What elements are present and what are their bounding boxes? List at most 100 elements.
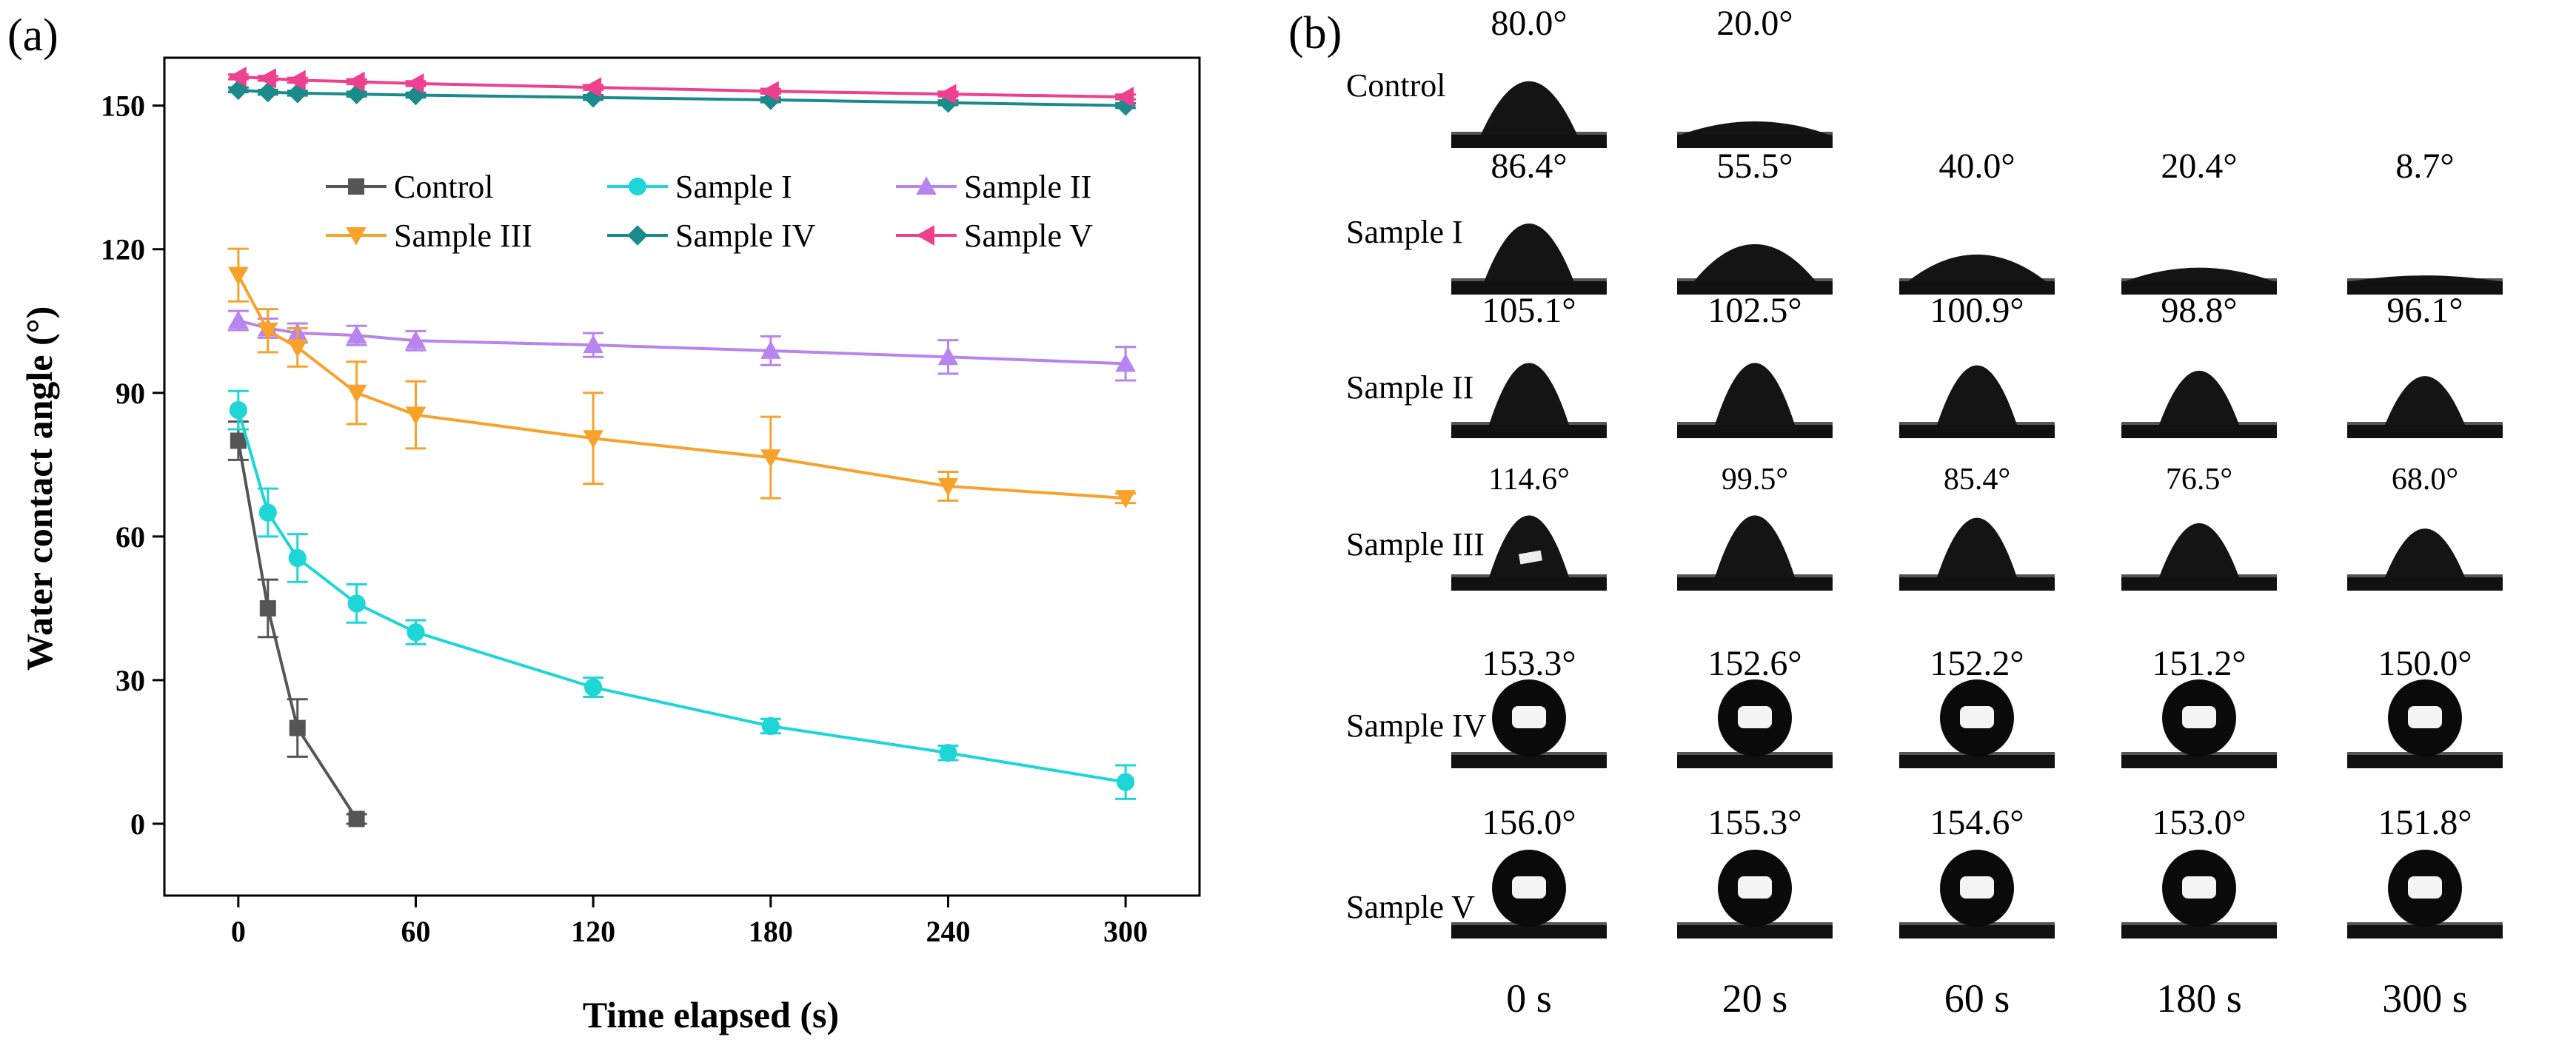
droplet-photo	[1677, 204, 1833, 300]
data-point	[1115, 490, 1136, 508]
data-point	[258, 68, 276, 89]
droplet-photo	[2121, 348, 2277, 444]
panel-b-label: (b)	[1288, 8, 1342, 58]
x-tick-label: 300	[1103, 915, 1148, 948]
data-point	[259, 600, 276, 617]
data-point	[583, 87, 603, 108]
data-point	[229, 400, 247, 420]
y-tick-label: 90	[116, 377, 145, 410]
data-point	[761, 716, 780, 736]
angle-label: 102.5°	[1707, 291, 1802, 330]
angle-label: 154.6°	[1930, 803, 2024, 842]
droplet-photo	[2121, 842, 2277, 938]
y-tick-label: 150	[101, 90, 145, 123]
data-point	[937, 477, 959, 497]
droplet-photo	[1677, 842, 1833, 938]
series-line	[238, 88, 1126, 107]
data-point	[258, 81, 278, 103]
data-point	[939, 744, 957, 762]
angle-label: 20.0°	[1716, 4, 1793, 43]
data-point	[230, 432, 247, 449]
row-label: Sample II	[1346, 369, 1474, 406]
x-tick-label: 0	[231, 915, 246, 948]
legend-marker	[916, 176, 937, 195]
time-label: 60 s	[1944, 976, 2010, 1021]
legend-entry: Sample IV	[675, 218, 816, 254]
droplet-photo	[1899, 672, 2055, 768]
angle-label: 153.0°	[2152, 803, 2247, 842]
droplet-photo	[1899, 348, 2055, 444]
legend-entry: Sample V	[964, 218, 1093, 254]
droplet-photo-panel: (b) Control 80.0° 20.0° Sample I 86.4° 55.5° 4…	[1288, 0, 2576, 1051]
row-label: Sample V	[1346, 889, 1475, 925]
angle-label: 8.7°	[2395, 147, 2455, 186]
angle-label: 55.5°	[1716, 147, 1793, 186]
data-point	[760, 340, 781, 359]
x-tick-label: 180	[749, 915, 793, 948]
legend-marker	[916, 225, 934, 246]
legend-entry: Control	[394, 169, 493, 205]
row-label: Sample I	[1346, 214, 1463, 250]
data-point	[228, 266, 249, 286]
droplet-photo	[2347, 672, 2503, 768]
series-line	[236, 409, 1126, 784]
data-point	[1117, 773, 1135, 791]
data-point	[346, 384, 367, 403]
data-point	[584, 678, 603, 696]
legend-entry: Sample II	[964, 169, 1091, 205]
droplet-photo	[2347, 348, 2503, 444]
angle-label: 99.5°	[1721, 463, 1789, 497]
droplet-photo	[1899, 842, 2055, 938]
droplet-photo	[1451, 672, 1607, 768]
droplet-photo	[2347, 204, 2503, 300]
angle-label: 114.6°	[1488, 463, 1570, 497]
angle-label: 68.0°	[2391, 463, 2459, 497]
angle-label: 156.0°	[1482, 803, 1576, 842]
data-point	[405, 330, 426, 349]
data-point	[258, 322, 278, 341]
droplet-photo	[1899, 204, 2055, 300]
time-label: 180 s	[2156, 976, 2242, 1021]
time-label: 0 s	[1506, 976, 1552, 1021]
data-point	[228, 310, 249, 329]
data-point	[760, 81, 779, 102]
droplet-photo	[2121, 672, 2277, 768]
angle-label: 40.0°	[1938, 147, 2015, 186]
droplet-photo	[1677, 348, 1833, 444]
y-axis-title: Water contact angle (°)	[19, 306, 60, 671]
droplet-photo	[1677, 500, 1833, 597]
angle-label: 155.3°	[1707, 803, 1802, 842]
angle-label: 20.4°	[2161, 147, 2238, 186]
angle-label: 86.4°	[1491, 147, 1568, 186]
legend-entry: Sample III	[394, 218, 532, 254]
data-point	[287, 70, 306, 91]
droplet-photo	[2347, 500, 2503, 597]
data-point	[937, 346, 959, 366]
data-point	[583, 430, 603, 449]
data-point	[583, 335, 603, 354]
data-point	[405, 84, 426, 106]
data-point	[346, 325, 367, 344]
droplet-photo	[1677, 672, 1833, 768]
droplet-photo	[1451, 500, 1607, 597]
legend-entry: Sample I	[675, 169, 792, 205]
y-tick-label: 30	[116, 664, 145, 697]
plot-frame	[163, 56, 1201, 897]
legend-marker	[627, 225, 648, 246]
angle-label: 96.1°	[2386, 291, 2463, 330]
droplet-photo	[2121, 500, 2277, 597]
angle-label: 80.0°	[1491, 4, 1568, 43]
data-point	[287, 339, 308, 358]
row-label: Control	[1346, 67, 1446, 104]
droplet-photo	[1451, 348, 1607, 444]
data-point	[347, 594, 366, 613]
series-line	[236, 440, 358, 820]
droplet-photo	[1451, 204, 1607, 300]
angle-label: 85.4°	[1943, 463, 2011, 497]
data-point	[405, 406, 426, 426]
data-point	[228, 67, 247, 87]
data-point	[288, 548, 307, 568]
x-tick-label: 240	[926, 915, 970, 948]
legend-marker	[346, 227, 367, 246]
angle-label: 98.8°	[2161, 291, 2238, 330]
